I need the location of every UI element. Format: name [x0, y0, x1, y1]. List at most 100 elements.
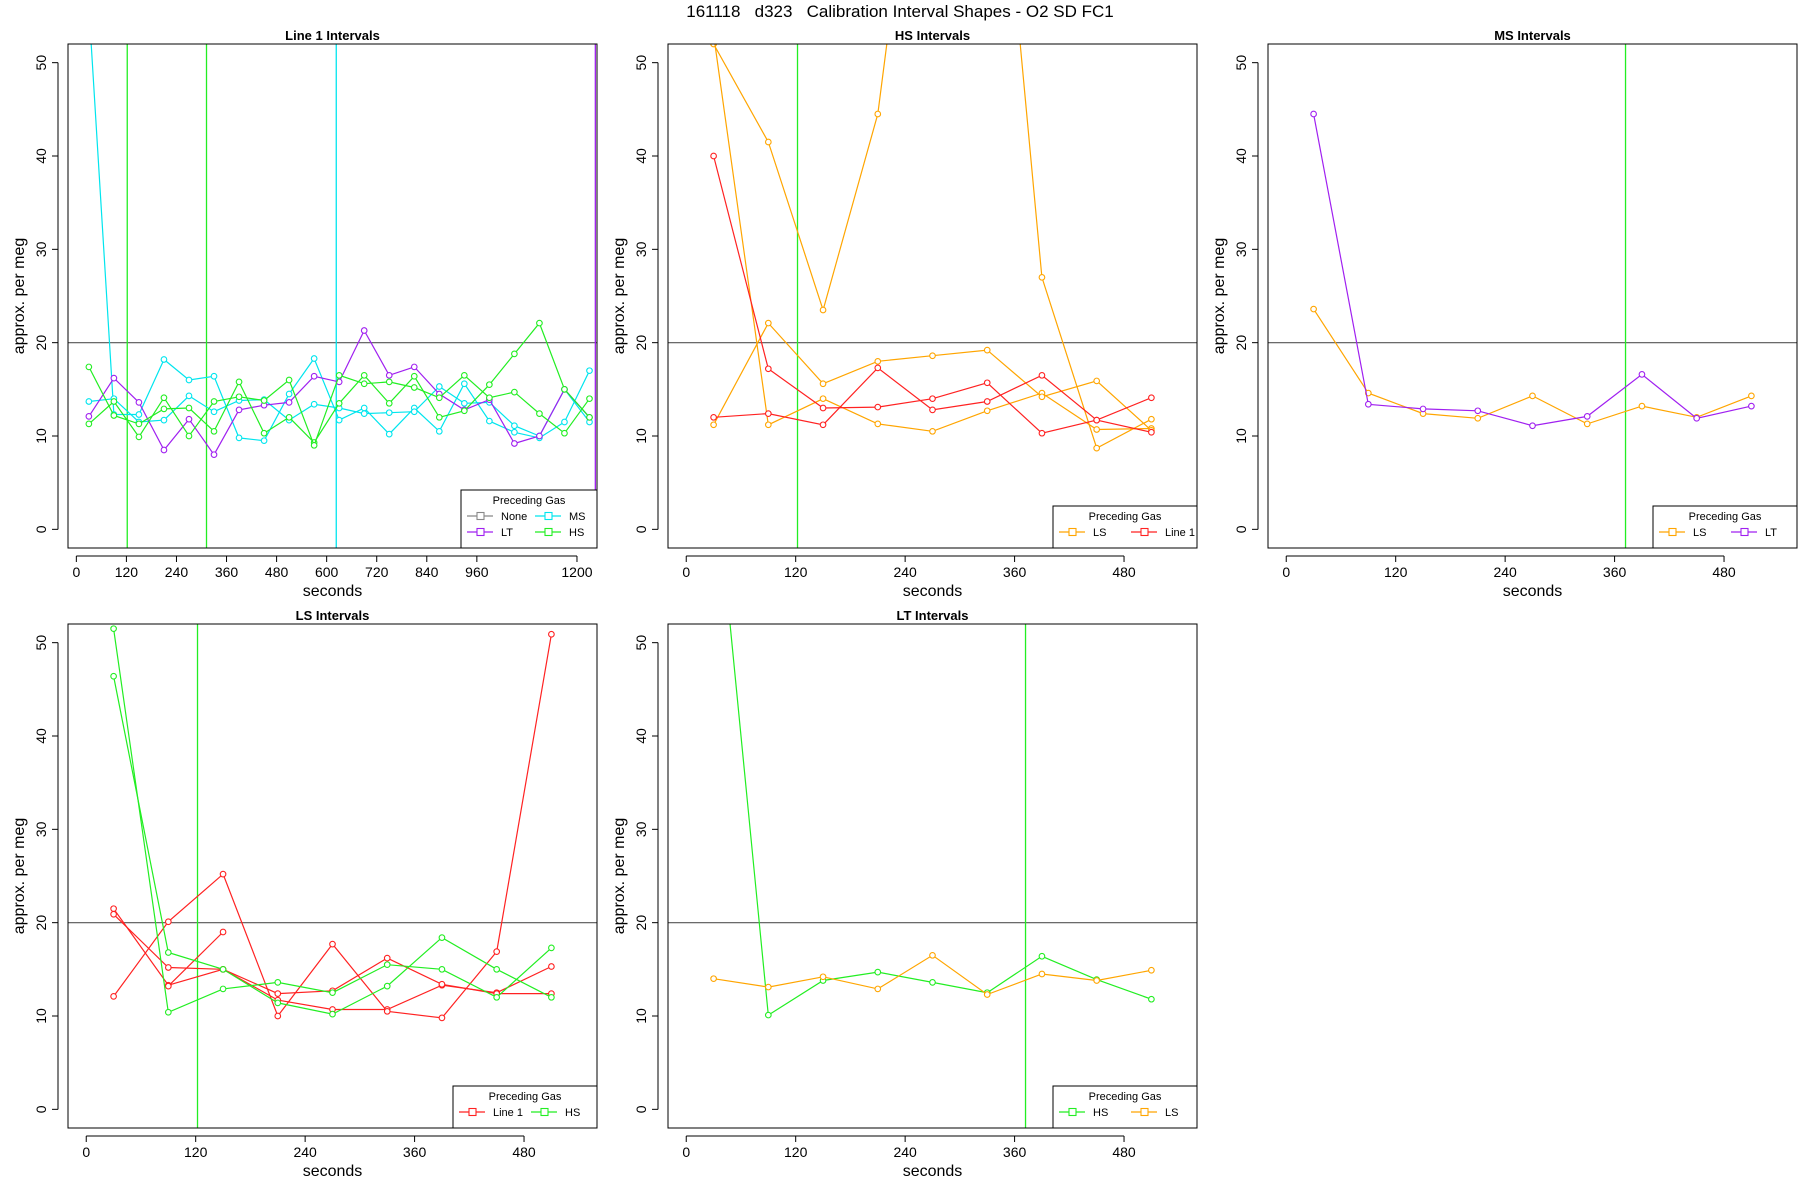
data-point-ls [819, 306, 827, 314]
legend-entry-lt: LT [501, 527, 513, 539]
data-point-hs [219, 985, 227, 993]
data-point-lt [410, 363, 418, 371]
data-point-line-1 [764, 365, 772, 373]
data-point-line-1 [1148, 428, 1155, 436]
plot-area [68, 624, 597, 1128]
legend-title: Preceding Gas [1089, 511, 1162, 523]
data-point-hs [548, 993, 555, 1001]
y-tick-label: 20 [633, 335, 649, 351]
x-tick-label: 360 [1003, 1144, 1027, 1160]
panel-title: MS Intervals [1494, 28, 1571, 43]
data-point-line-1 [110, 910, 117, 918]
y-tick-label: 0 [1233, 525, 1249, 533]
legend: Preceding Gas LS Line 1 [1052, 505, 1198, 549]
data-point-hs [110, 412, 118, 419]
series-line-ls [713, 44, 1152, 449]
data-point-hs [274, 999, 282, 1007]
data-point-line-1 [548, 630, 555, 638]
data-point-hs [329, 989, 336, 997]
legend-swatch-marker [476, 511, 485, 521]
y-tick-label: 20 [33, 915, 49, 931]
data-point-hs [1038, 952, 1046, 960]
data-point-ms [385, 430, 393, 438]
data-point-hs [185, 404, 193, 412]
panel-title: LS Intervals [296, 608, 370, 623]
series-line-line-1 [713, 155, 1152, 434]
data-point-ls [1038, 970, 1046, 978]
plot-area [668, 624, 1197, 1128]
data-point-ls [1148, 415, 1155, 423]
data-point-line-1 [274, 990, 282, 997]
data-point-line-1 [383, 1007, 391, 1015]
x-tick-label: 360 [403, 1144, 427, 1160]
data-point-lt [1310, 110, 1317, 118]
data-point-hs [561, 385, 568, 393]
data-point-lt [360, 327, 368, 334]
legend: Preceding Gas None MS LT HS [460, 489, 598, 549]
data-point-ls [929, 427, 936, 435]
x-axis-label: seconds [303, 583, 363, 600]
x-tick-label: 1200 [561, 564, 592, 580]
data-point-hs [110, 625, 117, 633]
data-point-ls [1529, 392, 1536, 400]
data-point-hs [586, 413, 593, 421]
data-point-ms [135, 411, 143, 418]
data-point-ls [710, 421, 717, 429]
data-point-lt [385, 371, 393, 379]
data-point-line-1 [764, 410, 772, 417]
data-point-lt [511, 440, 518, 447]
x-tick-label: 120 [115, 564, 139, 580]
data-point-lt [85, 413, 93, 420]
legend-entry-line-1: Line 1 [493, 1107, 523, 1119]
data-point-hs [260, 429, 268, 437]
data-point-ms [285, 390, 293, 398]
data-point-hs [435, 413, 443, 421]
plot-area [1268, 44, 1797, 548]
y-tick-label: 50 [633, 635, 649, 651]
data-point-line-1 [329, 940, 336, 948]
data-point-line-1 [874, 364, 882, 372]
data-point-line-1 [819, 404, 827, 412]
y-tick-label: 10 [33, 1008, 49, 1024]
data-point-ls [874, 357, 882, 365]
x-tick-label: 480 [512, 1144, 536, 1160]
data-point-hs [210, 427, 218, 435]
data-point-lt [310, 372, 318, 380]
data-point-ls [929, 352, 936, 360]
data-point-hs [135, 433, 143, 441]
data-point-line-1 [164, 982, 172, 990]
legend-swatch-marker [1068, 1107, 1077, 1117]
legend-entry-ls: LS [1693, 527, 1706, 539]
data-point-ls [1038, 273, 1046, 281]
data-point-hs [486, 394, 493, 402]
data-point-lt [1529, 422, 1536, 430]
legend-box [1652, 505, 1798, 549]
data-point-ls [1093, 977, 1101, 984]
x-tick-label: 120 [784, 1144, 808, 1160]
data-point-hs [410, 384, 418, 391]
data-point-ms [335, 416, 343, 424]
data-point-ls [819, 973, 827, 981]
data-point-hs [85, 363, 93, 371]
data-point-hs [160, 405, 168, 413]
data-point-hs [260, 397, 268, 404]
y-tick-label: 0 [633, 525, 649, 533]
x-axis-label: seconds [903, 1163, 963, 1180]
data-point-ls [819, 395, 827, 403]
x-tick-label: 960 [465, 564, 489, 580]
data-point-ls [874, 420, 882, 428]
data-point-hs [310, 441, 318, 449]
legend-entry-line-1: Line 1 [1165, 527, 1195, 539]
data-point-ms [310, 400, 318, 408]
data-point-hs [1148, 995, 1155, 1003]
x-axis-label: seconds [303, 1163, 363, 1180]
y-tick-label: 40 [33, 148, 49, 164]
x-axis-label: seconds [903, 583, 963, 600]
y-tick-label: 10 [33, 428, 49, 444]
data-point-ls [1310, 305, 1317, 313]
data-point-ms [185, 392, 193, 400]
chart-ms-intervals: MS Intervals 0 120 240 360 480 seconds 0 10 20 30 4… [1211, 28, 1798, 600]
data-point-hs [511, 350, 518, 358]
data-point-ms [85, 398, 93, 405]
legend: Preceding Gas Line 1 HS [452, 1085, 598, 1129]
